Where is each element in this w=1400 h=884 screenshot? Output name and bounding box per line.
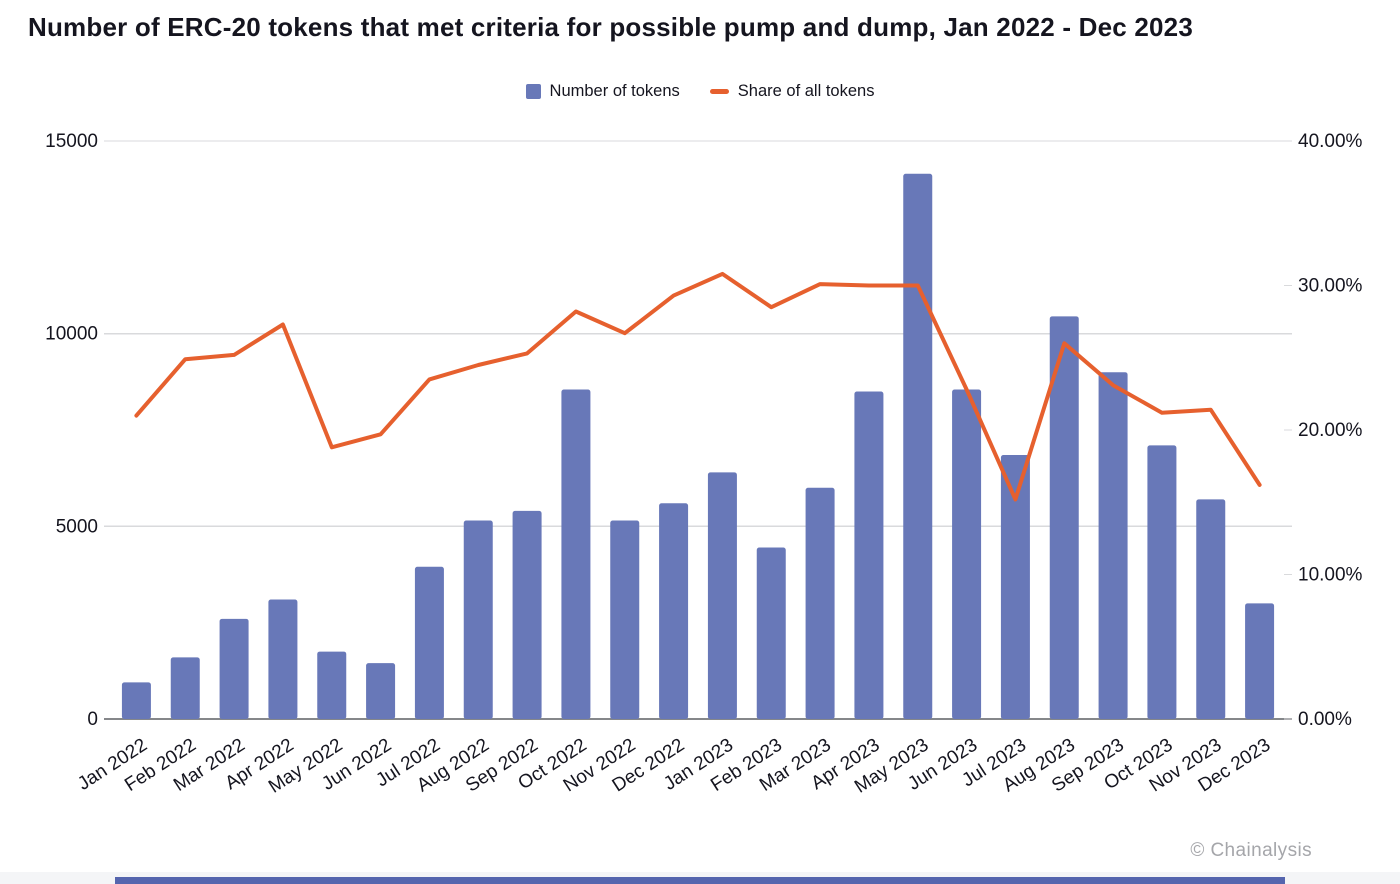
chart-canvas: 0 5000 10000 15000 0.00% 10.00% 20.00% 30.00% 40… bbox=[45, 131, 1363, 798]
bar-nov-2022 bbox=[610, 520, 640, 719]
share-of-all-tokens-line bbox=[134, 271, 1262, 502]
bar-mar-2022 bbox=[219, 618, 249, 719]
bar-jun-2023 bbox=[952, 389, 982, 719]
bar-may-2022 bbox=[317, 651, 347, 719]
bar-series-swatch-icon bbox=[525, 84, 541, 99]
bar-oct-2022 bbox=[561, 389, 591, 719]
bar-apr-2022 bbox=[268, 599, 298, 719]
right-axis-tick-label: 30.00% bbox=[1298, 276, 1363, 297]
left-axis-tick-label: 0 bbox=[87, 709, 98, 730]
left-axis-tick-label: 15000 bbox=[45, 131, 98, 152]
bar-apr-2023 bbox=[854, 391, 884, 719]
bar-feb-2022 bbox=[170, 657, 200, 719]
left-axis-tick-label: 10000 bbox=[45, 324, 98, 345]
legend-item-number-of-tokens: Number of tokens bbox=[525, 82, 680, 101]
right-axis-tick-label: 10.00% bbox=[1298, 565, 1363, 586]
bar-nov-2023 bbox=[1196, 499, 1226, 719]
footer-accent-bar bbox=[115, 877, 1285, 884]
line-series-swatch-icon bbox=[709, 89, 729, 94]
bar-jan-2022 bbox=[121, 682, 151, 719]
bar-jun-2022 bbox=[366, 663, 396, 719]
right-axis-tick-label: 0.00% bbox=[1298, 709, 1352, 730]
bar-sep-2023 bbox=[1098, 372, 1128, 719]
legend-label: Number of tokens bbox=[549, 82, 680, 100]
right-axis-tick-label: 40.00% bbox=[1298, 131, 1363, 152]
bar-jan-2023 bbox=[707, 472, 737, 719]
right-axis-tick-label: 20.00% bbox=[1298, 420, 1363, 441]
legend-item-share-of-all-tokens: Share of all tokens bbox=[709, 82, 875, 101]
footer-band bbox=[0, 872, 1400, 884]
bar-dec-2023 bbox=[1245, 603, 1275, 719]
bar-oct-2023 bbox=[1147, 445, 1177, 719]
bar-feb-2023 bbox=[756, 547, 786, 719]
bar-aug-2022 bbox=[463, 520, 493, 719]
bar-jul-2023 bbox=[1000, 455, 1030, 719]
chart-title: Number of ERC-20 tokens that met criteri… bbox=[28, 12, 1193, 42]
bar-mar-2023 bbox=[805, 487, 835, 719]
legend-label: Share of all tokens bbox=[737, 82, 875, 100]
bar-aug-2023 bbox=[1049, 316, 1079, 719]
bar-jul-2022 bbox=[414, 566, 444, 719]
bar-may-2023 bbox=[903, 173, 933, 720]
bar-dec-2022 bbox=[659, 503, 689, 719]
attribution: © Chainalysis bbox=[1190, 840, 1312, 861]
bar-sep-2022 bbox=[512, 510, 542, 719]
left-axis-tick-label: 5000 bbox=[56, 516, 98, 537]
legend: Number of tokens Share of all tokens bbox=[0, 82, 1400, 101]
